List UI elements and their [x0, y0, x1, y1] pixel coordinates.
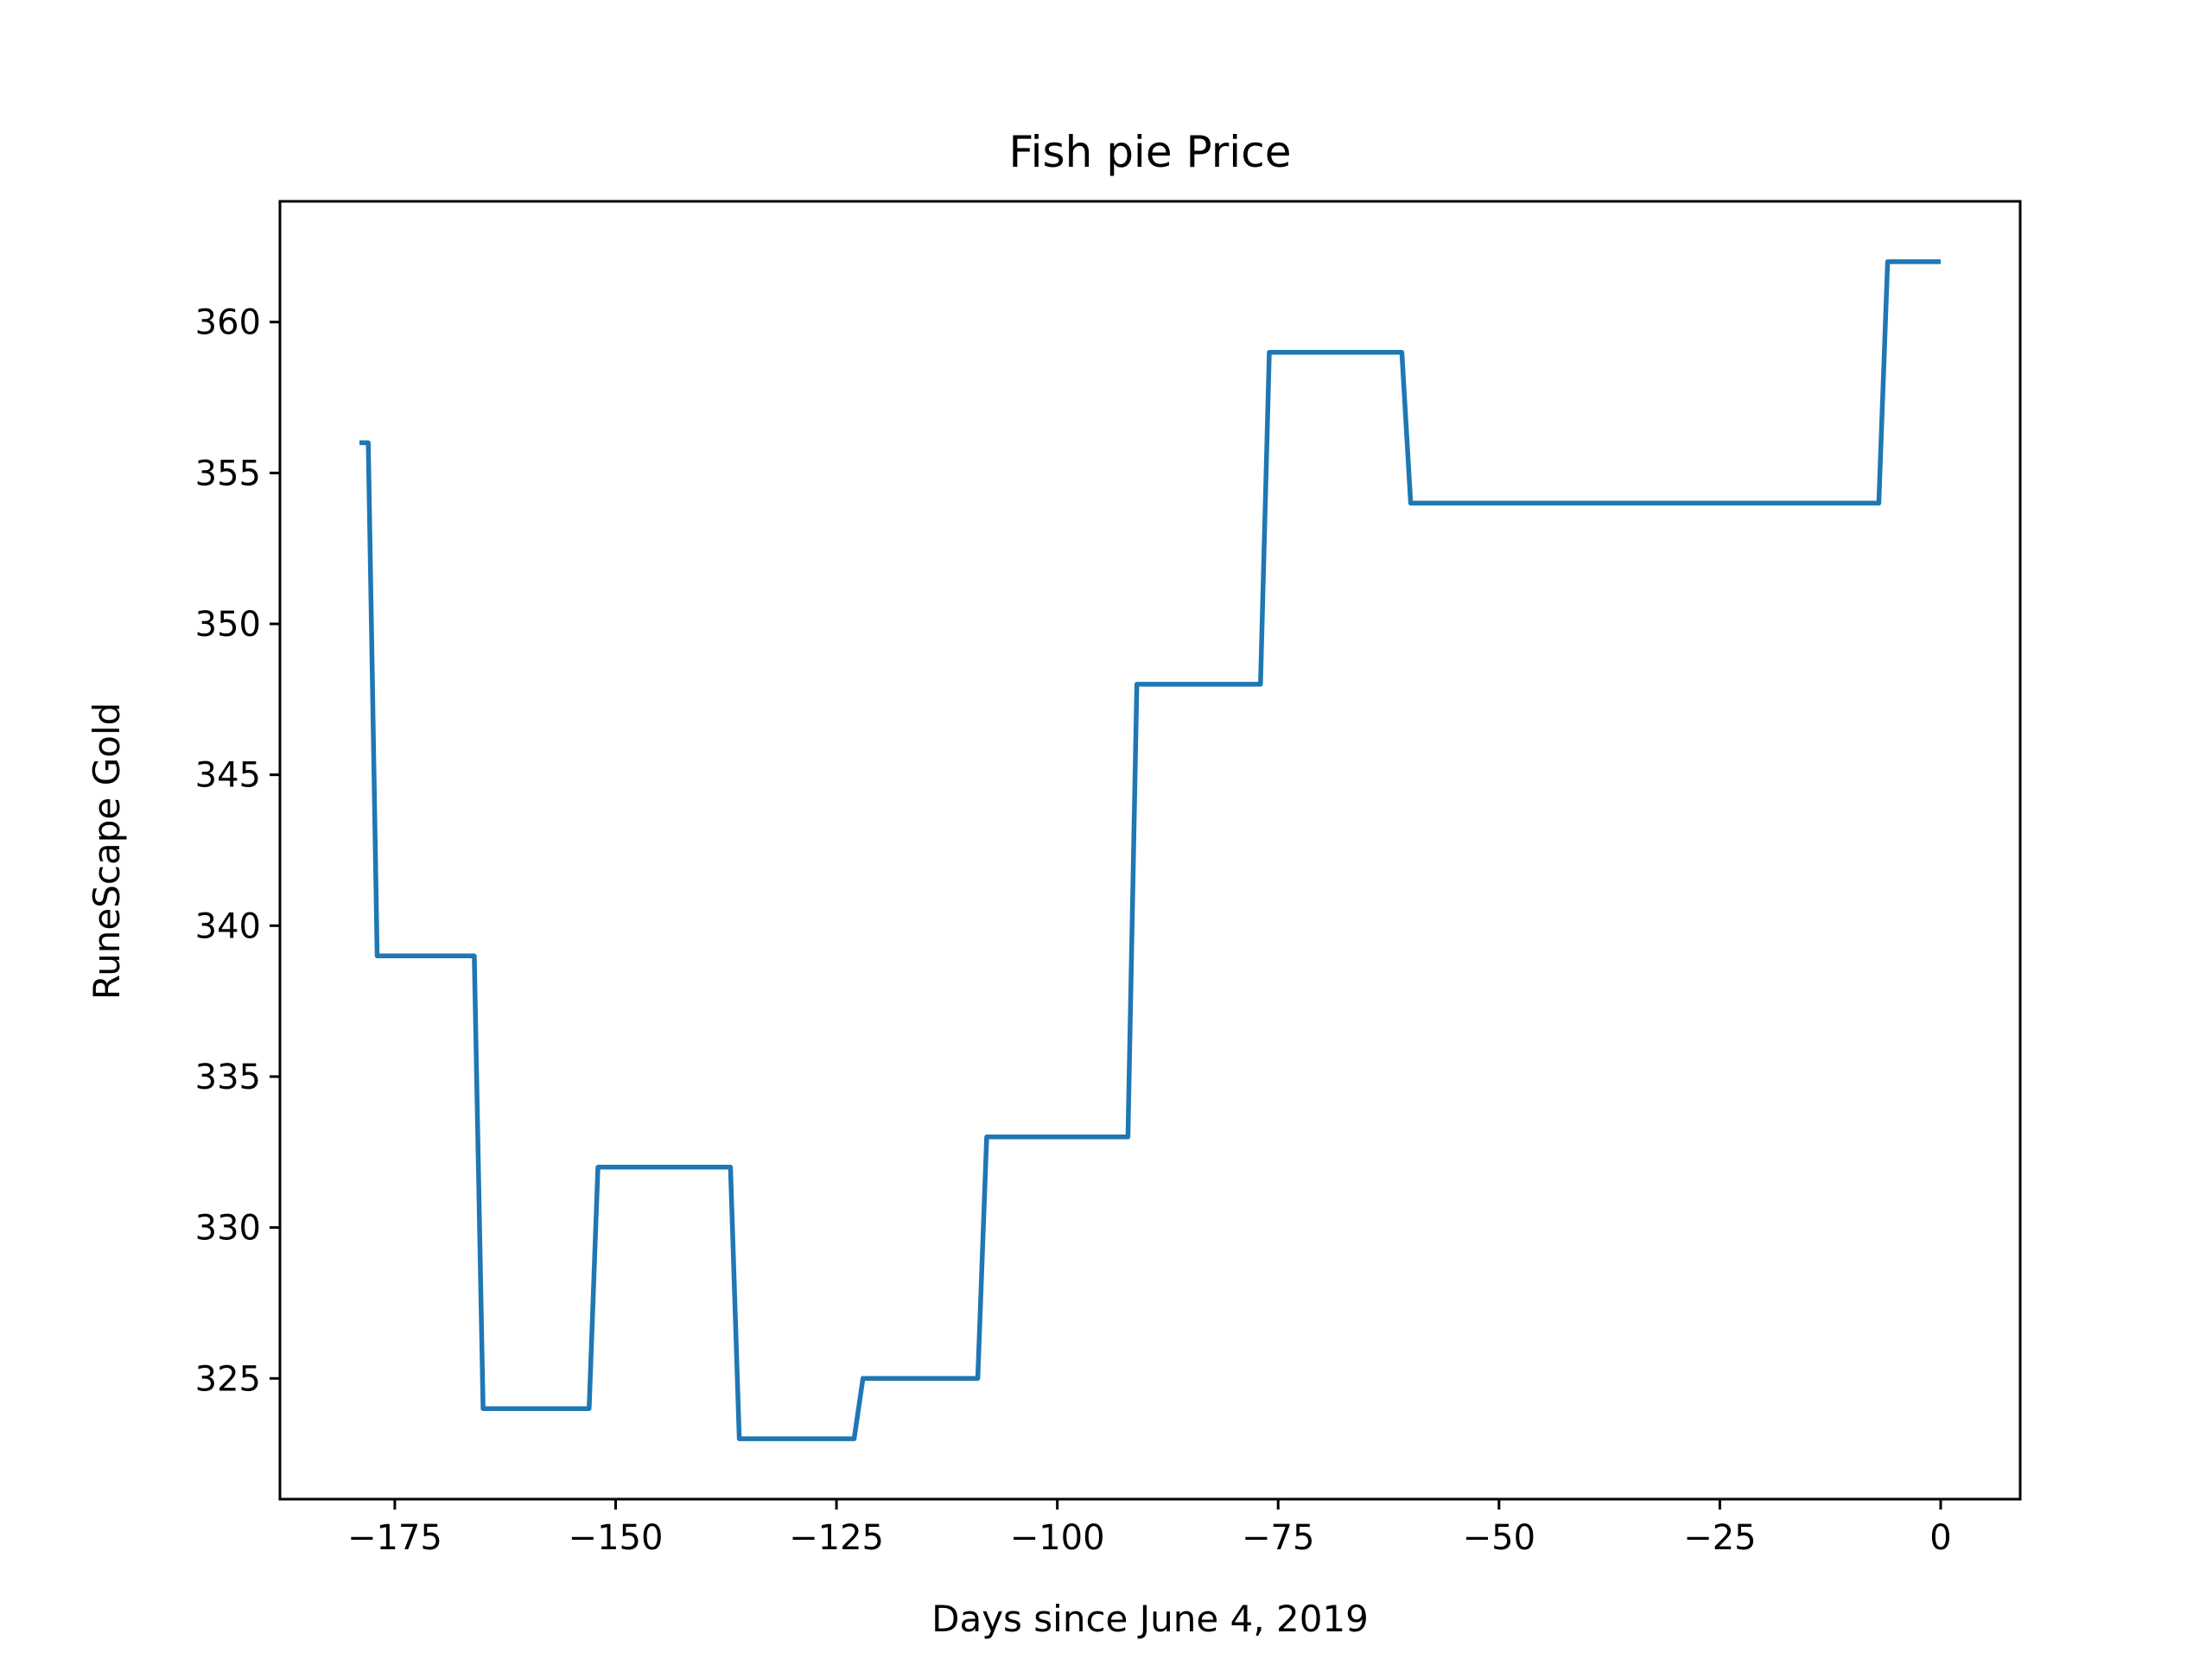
x-tick-label: −125: [789, 1518, 884, 1558]
y-tick-label: 350: [195, 605, 261, 645]
x-axis-label: Days since June 4, 2019: [931, 1598, 1369, 1640]
y-tick-label: 355: [195, 454, 261, 493]
plot-area: [278, 200, 2022, 1501]
x-tick-label: −100: [1010, 1518, 1105, 1558]
x-tick-label: −175: [347, 1518, 442, 1558]
y-tick-label: 360: [195, 303, 261, 343]
x-axis: −175 −150 −125 −100 −75 −50 −25 0: [347, 1499, 1952, 1558]
x-tick-label: 0: [1929, 1518, 1951, 1558]
y-axis-label: RuneScape Gold: [86, 702, 128, 1000]
y-axis: 325 330 335 340 345 350 355 360: [195, 303, 280, 1399]
y-tick-label: 330: [195, 1209, 261, 1249]
plot-frame: [278, 200, 2022, 1501]
y-tick-label: 340: [195, 906, 261, 946]
price-series-line: [359, 259, 1941, 1441]
x-tick-label: −25: [1683, 1518, 1756, 1558]
x-tick-label: −75: [1242, 1518, 1314, 1558]
y-tick-label: 345: [195, 756, 261, 796]
y-tick-label: 335: [195, 1058, 261, 1097]
x-tick-label: −150: [569, 1518, 664, 1558]
x-tick-label: −50: [1463, 1518, 1535, 1558]
chart-title: Fish pie Price: [1009, 127, 1292, 177]
y-tick-label: 325: [195, 1359, 261, 1399]
